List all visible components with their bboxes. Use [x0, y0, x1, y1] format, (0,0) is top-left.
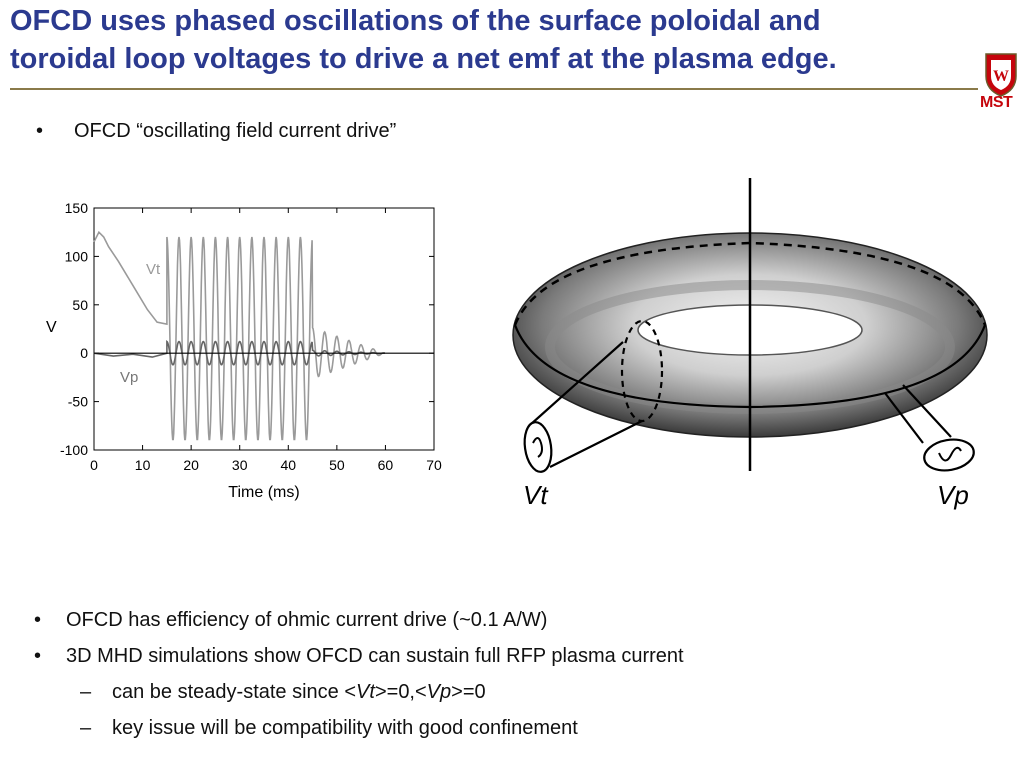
sub-bullet-item: – can be steady-state since <Vt>=0,<Vp>=0	[30, 674, 990, 710]
vp-meter-icon	[923, 438, 975, 472]
y-tick-label: -50	[68, 394, 88, 410]
bullet-dot: •	[36, 120, 44, 142]
top-bullet: • OFCD “oscillating field current drive”	[36, 120, 396, 143]
x-axis-label: Time (ms)	[228, 484, 299, 501]
steady-state-prefix: can be steady-state since <	[112, 681, 357, 703]
vp-italic: Vp	[426, 681, 452, 703]
y-tick-label: 100	[65, 248, 89, 264]
vt-source-icon	[523, 421, 553, 473]
slide-title: OFCD uses phased oscillations of the sur…	[10, 2, 990, 78]
x-tick-label: 40	[280, 457, 296, 473]
y-axis-label: V	[46, 319, 57, 336]
x-tick-label: 70	[426, 457, 442, 473]
sub-bullet-dash: –	[80, 717, 92, 739]
mst-logo-text: MST	[980, 94, 1013, 111]
y-tick-label: 50	[72, 297, 88, 313]
x-tick-label: 60	[378, 457, 394, 473]
title-divider	[10, 88, 978, 90]
series-vp-line	[93, 340, 385, 366]
x-tick-label: 10	[135, 457, 151, 473]
poloidal-lead-wires	[884, 384, 952, 444]
bullet-dot: •	[34, 645, 42, 667]
x-tick-label: 30	[232, 457, 248, 473]
vt-torus-label: Vt	[523, 480, 549, 510]
bullet-efficiency-text: OFCD has efficiency of ohmic current dri…	[66, 609, 548, 631]
torus-diagram: Vt Vp	[512, 178, 988, 510]
bullet-dot: •	[34, 609, 42, 631]
steady-state-suffix: >=0	[451, 681, 486, 703]
x-tick-label: 50	[329, 457, 345, 473]
toroidal-lead-wires	[529, 341, 643, 468]
sub-bullet-item: – key issue will be compatibility with go…	[30, 710, 990, 746]
y-tick-label: -100	[60, 442, 88, 458]
top-bullet-text: OFCD “oscillating field current drive”	[74, 120, 397, 142]
bullet-simulation-text: 3D MHD simulations show OFCD can sustain…	[66, 645, 684, 667]
torus-top-dashed-loop	[513, 241, 987, 326]
y-tick-label: 150	[65, 200, 89, 216]
x-tick-label: 20	[183, 457, 199, 473]
bullet-list: • OFCD has efficiency of ohmic current dr…	[30, 602, 990, 746]
confinement-text: key issue will be compatibility with goo…	[112, 717, 578, 739]
voltage-chart: 150 100 50 0 -50 -100 0 10 20 30 40 50 60 70 V Time …	[46, 200, 442, 501]
slide-title-line-2: toroidal loop voltages to drive a net em…	[10, 43, 837, 75]
vp-series-label: Vp	[120, 369, 138, 386]
bullet-item: • OFCD has efficiency of ohmic current dr…	[30, 602, 990, 638]
svg-text:W: W	[993, 68, 1009, 85]
y-tick-label: 0	[80, 345, 88, 361]
uw-crest-icon: W	[985, 53, 1017, 97]
series-vt-line	[93, 230, 386, 441]
vt-italic: Vt	[356, 681, 375, 703]
bullet-item: • 3D MHD simulations show OFCD can sustai…	[30, 638, 990, 674]
sub-bullet-dash: –	[80, 681, 92, 703]
x-tick-label: 0	[90, 457, 98, 473]
slide-title-line-1: OFCD uses phased oscillations of the sur…	[10, 5, 821, 37]
vt-series-label: Vt	[146, 261, 161, 278]
steady-state-mid: >=0,<	[374, 681, 427, 703]
vp-torus-label: Vp	[937, 480, 969, 510]
chart-plot-frame	[93, 207, 435, 451]
